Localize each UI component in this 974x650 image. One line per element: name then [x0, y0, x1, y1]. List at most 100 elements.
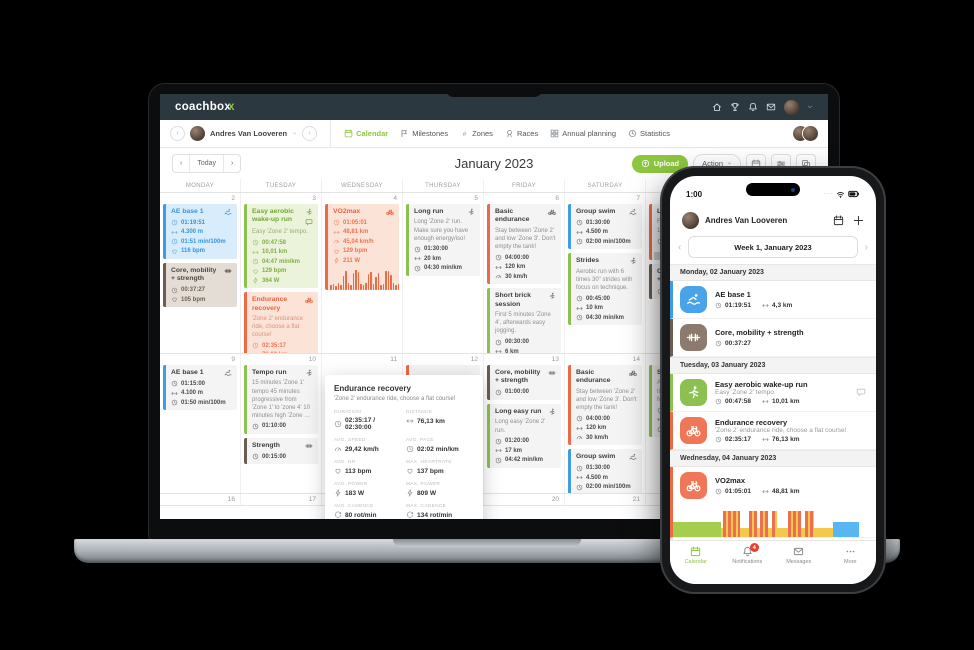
- athlete-avatar[interactable]: [190, 126, 205, 141]
- calendar-icon: [690, 546, 701, 557]
- day-cell[interactable]: 5 Long run Long 'Zone 2' run. Make sure yo…: [403, 193, 484, 353]
- workout-stat: 04:47 min/km: [252, 258, 313, 265]
- tab-statistics[interactable]: Statistics: [628, 129, 670, 138]
- week-label[interactable]: Week 1, January 2023: [688, 236, 858, 258]
- workout-stat: 76,13 km: [762, 436, 800, 443]
- workout-card[interactable]: Long run Long 'Zone 2' run. Make sure you…: [406, 204, 480, 276]
- day-cell[interactable]: 10 Tempo run 15 minutes 'Zone 1' tempo 45 …: [241, 354, 322, 493]
- day-cell[interactable]: 2 AE base 1 01:19:51 4.300 m 01:51 min/100m 1…: [160, 193, 241, 353]
- home-icon[interactable]: [712, 102, 722, 112]
- workout-description: Easy 'Zone 2' tempo.: [252, 229, 308, 235]
- workout-list-item[interactable]: AE base 201:00:003,3 km: [670, 538, 876, 540]
- day-cell[interactable]: 13 Core, mobility + strength 01:00:00 Long …: [484, 354, 565, 493]
- workout-card[interactable]: Basic endurance Stay between 'Zone 2' and…: [487, 204, 561, 285]
- coachbox-logo[interactable]: coachboxx: [175, 101, 235, 113]
- workout-card[interactable]: Group swim 01:30:00 4.500 m 02:00 min/100m: [568, 204, 642, 250]
- prev-athlete-button[interactable]: ‹: [170, 126, 185, 141]
- tab-races[interactable]: Races: [505, 129, 538, 138]
- tab-annual-planning[interactable]: Annual planning: [550, 129, 616, 138]
- workout-list-item[interactable]: Core, mobility + strength 00:37:27: [670, 319, 876, 357]
- day-cell[interactable]: 14 Basic endurance Stay between 'Zone 2' a…: [565, 354, 646, 493]
- day-cell[interactable]: 17: [241, 494, 322, 505]
- day-cell[interactable]: 4 VO2max 01:05:01 48,81 km 45,04 km/h 129 bpm…: [322, 193, 403, 353]
- workout-card[interactable]: Endurance recovery 'Zone 2' endurance rid…: [244, 292, 318, 353]
- mail-icon[interactable]: [766, 102, 776, 112]
- athlete-name[interactable]: Andres Van Looveren: [705, 215, 788, 225]
- popup-metric: AVG. PACE 02:02 min/km: [406, 438, 459, 453]
- avatar[interactable]: [803, 126, 818, 141]
- avatar[interactable]: [784, 99, 799, 115]
- tab-calendar[interactable]: Calendar: [344, 129, 388, 138]
- prev-period-button[interactable]: ‹: [173, 155, 191, 172]
- avatar[interactable]: [682, 211, 699, 229]
- workout-stat: 00:47:58: [252, 239, 313, 246]
- laptop-base-notch: [393, 539, 581, 547]
- trophy-icon[interactable]: [730, 102, 740, 112]
- workout-title: Easy aerobic wake-up run: [715, 379, 808, 389]
- workout-card[interactable]: Group swim 01:30:00 4.500 m 02:00 min/100m: [568, 449, 642, 493]
- heart-icon: [333, 248, 340, 255]
- distance-icon: [406, 417, 414, 425]
- workout-card[interactable]: Strength 00:15:00: [244, 437, 318, 465]
- workout-stat: 01:05:01: [333, 219, 394, 226]
- day-header-saturday: SATURDAY: [565, 179, 646, 192]
- day-cell[interactable]: 16: [160, 494, 241, 505]
- workout-title: Endurance recovery: [715, 417, 788, 427]
- chevron-down-icon[interactable]: [807, 104, 813, 110]
- calendar-icon[interactable]: [833, 215, 844, 226]
- run-icon: [305, 369, 313, 377]
- workout-card[interactable]: AE base 1 01:19:51 4.300 m 01:51 min/100m 11…: [163, 204, 237, 259]
- phone-tab-calendar[interactable]: Calendar: [670, 546, 722, 565]
- distance-icon: [495, 348, 502, 353]
- day-cell[interactable]: 3 Easy aerobic wake-up run Easy 'Zone 2' t…: [241, 193, 322, 353]
- workout-card[interactable]: Core, mobility + strength 00:37:27 105 bpm: [163, 262, 237, 308]
- workout-card[interactable]: Long easy run Long easy 'Zone 2' run. 01:2…: [487, 403, 561, 468]
- workout-stat: 17 km: [495, 447, 556, 454]
- workout-title: AE base 1: [171, 369, 204, 376]
- upload-button[interactable]: Upload: [631, 154, 689, 173]
- clock-icon: [576, 238, 583, 245]
- bike-icon: [629, 369, 637, 377]
- phone-tab-notifications[interactable]: 4 Notifications: [732, 543, 763, 565]
- workout-card[interactable]: Easy aerobic wake-up run Easy 'Zone 2' te…: [244, 204, 318, 289]
- prev-week-button[interactable]: ‹: [678, 241, 682, 253]
- workout-stat: 01:30:00: [576, 465, 637, 472]
- workout-list-item[interactable]: VO2max 01:05:01 48,81 km: [670, 467, 876, 538]
- clock-icon: [715, 488, 722, 495]
- workout-card[interactable]: Core, mobility + strength 01:00:00: [487, 365, 561, 400]
- popup-description: 'Zone 2' endurance ride, choose a flat c…: [334, 396, 456, 402]
- calendar-week-row: 2 AE base 1 01:19:51 4.300 m 01:51 min/100m 1…: [160, 193, 828, 354]
- workout-card[interactable]: Basic endurance Stay between 'Zone 2' and…: [568, 365, 642, 446]
- clock-icon: [495, 339, 502, 346]
- workout-card[interactable]: AE base 1 01:15:00 4.100 m 01:50 min/100m: [163, 365, 237, 411]
- tab-zones[interactable]: # Zones: [460, 129, 493, 138]
- workout-card[interactable]: VO2max 01:05:01 48,81 km 45,04 km/h 129 bpm 2…: [325, 204, 399, 291]
- bike-tile: [680, 417, 707, 444]
- day-cell[interactable]: 21: [565, 494, 646, 505]
- next-period-button[interactable]: ›: [231, 160, 234, 167]
- add-workout-button[interactable]: [853, 215, 864, 226]
- day-cell[interactable]: 9 AE base 1 01:15:00 4.100 m 01:50 min/100m: [160, 354, 241, 493]
- next-week-button[interactable]: ›: [864, 241, 868, 253]
- tab-milestones[interactable]: Milestones: [400, 129, 448, 138]
- day-cell[interactable]: 6 Basic endurance Stay between 'Zone 2' an…: [484, 193, 565, 353]
- dynamic-island: [746, 183, 800, 196]
- phone-tab-more[interactable]: More: [825, 546, 877, 565]
- workout-stat: 04:00:00: [495, 254, 556, 261]
- workout-list-item[interactable]: Endurance recovery 'Zone 2' endurance rid…: [670, 412, 876, 450]
- chevron-down-icon[interactable]: [292, 131, 297, 136]
- bell-icon[interactable]: [748, 102, 758, 112]
- workout-card[interactable]: Tempo run 15 minutes 'Zone 1' tempo 45 mi…: [244, 365, 318, 434]
- popup-metric: AVG. CADENCE 80 rot/min: [334, 504, 377, 519]
- clock-icon: [715, 398, 722, 405]
- workout-list-item[interactable]: AE base 1 01:19:51 4,3 km: [670, 281, 876, 319]
- day-cell[interactable]: 7 Group swim 01:30:00 4.500 m 02:00 min/100m…: [565, 193, 646, 353]
- phone-tab-messages[interactable]: Messages: [773, 546, 825, 565]
- workout-list-item[interactable]: Easy aerobic wake-up run Easy 'Zone 2' te…: [670, 374, 876, 412]
- workout-card[interactable]: Short brick session First 5 minutes 'Zone…: [487, 288, 561, 353]
- workout-card[interactable]: Strides Aerobic run with 6 times 30" stri…: [568, 253, 642, 326]
- today-button[interactable]: Today: [190, 155, 225, 172]
- next-athlete-button[interactable]: ›: [302, 126, 318, 141]
- day-cell[interactable]: 20: [484, 494, 565, 505]
- athlete-name[interactable]: Andres Van Looveren: [210, 129, 288, 138]
